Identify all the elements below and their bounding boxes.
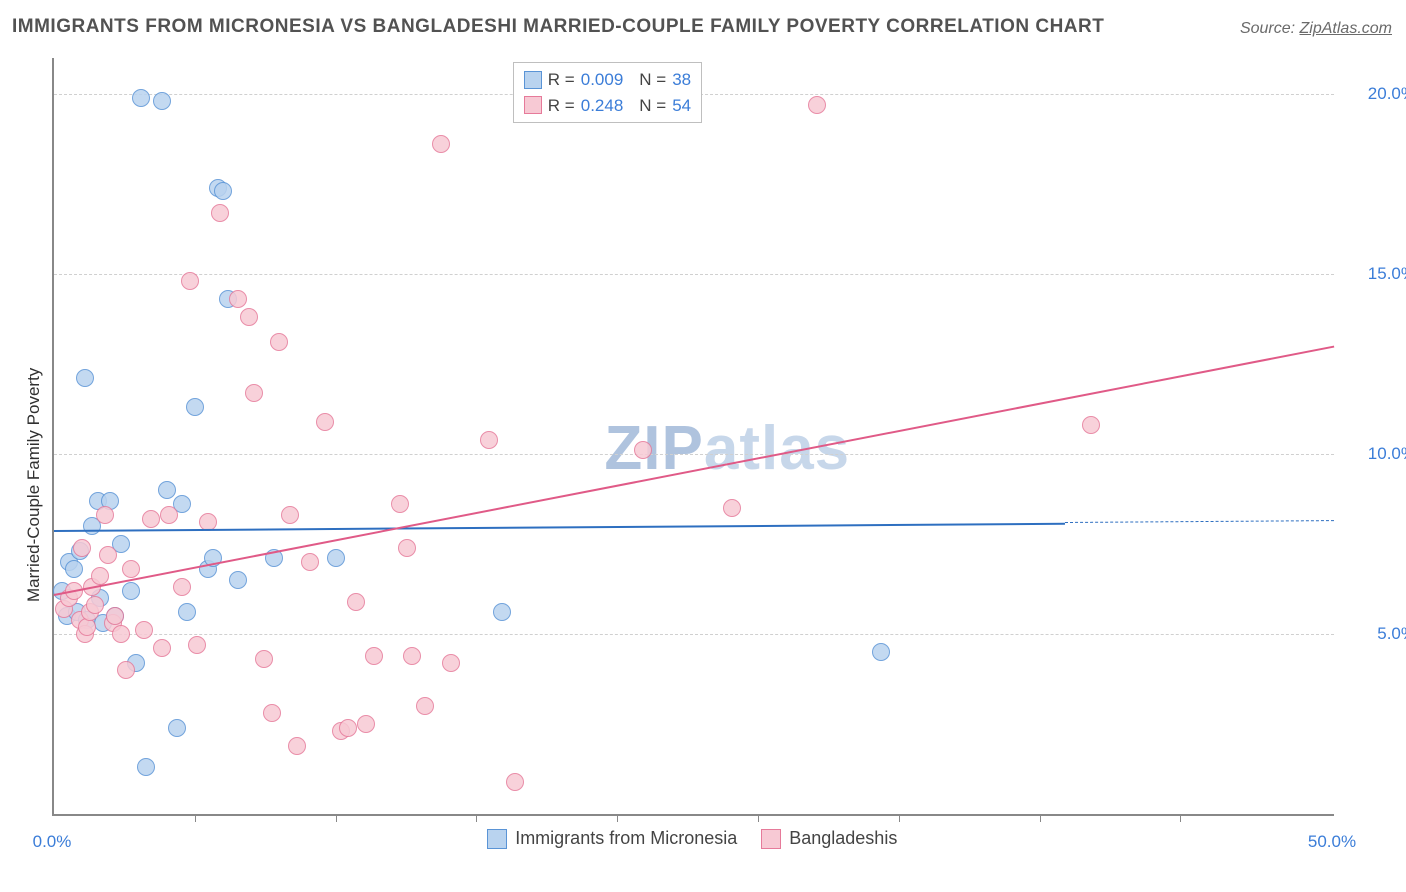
grid-line [54, 454, 1334, 455]
data-point [122, 582, 140, 600]
data-point [229, 571, 247, 589]
data-point [416, 697, 434, 715]
data-point [173, 578, 191, 596]
data-point [117, 661, 135, 679]
data-point [132, 89, 150, 107]
x-tick-label: 0.0% [33, 832, 72, 852]
x-tick-mark [1040, 814, 1041, 822]
data-point [211, 204, 229, 222]
legend-series-item: Bangladeshis [761, 828, 897, 849]
data-point [186, 398, 204, 416]
data-point [493, 603, 511, 621]
data-point [398, 539, 416, 557]
legend-stats: R = 0.009N = 38R = 0.248N = 54 [513, 62, 702, 123]
y-tick-label: 15.0% [1346, 264, 1406, 284]
data-point [86, 596, 104, 614]
legend-swatch [524, 71, 542, 89]
legend-stats-row: R = 0.248N = 54 [524, 93, 691, 119]
x-tick-label: 50.0% [1308, 832, 1356, 852]
data-point [316, 413, 334, 431]
data-point [106, 607, 124, 625]
grid-line [54, 274, 1334, 275]
data-point [634, 441, 652, 459]
y-axis-label: Married-Couple Family Poverty [24, 368, 44, 602]
data-point [245, 384, 263, 402]
data-point [263, 704, 281, 722]
data-point [357, 715, 375, 733]
data-point [153, 92, 171, 110]
data-point [137, 758, 155, 776]
data-point [365, 647, 383, 665]
data-point [214, 182, 232, 200]
data-point [142, 510, 160, 528]
chart-title: IMMIGRANTS FROM MICRONESIA VS BANGLADESH… [12, 16, 1104, 38]
data-point [135, 621, 153, 639]
data-point [1082, 416, 1100, 434]
data-point [168, 719, 186, 737]
data-point [178, 603, 196, 621]
x-tick-mark [758, 814, 759, 822]
x-tick-mark [476, 814, 477, 822]
plot-area: ZIPatlas 5.0%10.0%15.0%20.0% [52, 58, 1334, 816]
x-tick-mark [617, 814, 618, 822]
data-point [281, 506, 299, 524]
data-point [872, 643, 890, 661]
data-point [391, 495, 409, 513]
data-point [73, 539, 91, 557]
data-point [229, 290, 247, 308]
y-tick-label: 20.0% [1346, 84, 1406, 104]
legend-series: Immigrants from Micronesia Bangladeshis [487, 828, 897, 849]
legend-swatch [761, 829, 781, 849]
data-point [506, 773, 524, 791]
x-tick-mark [899, 814, 900, 822]
grid-line [54, 634, 1334, 635]
legend-series-item: Immigrants from Micronesia [487, 828, 737, 849]
data-point [153, 639, 171, 657]
data-point [122, 560, 140, 578]
y-tick-label: 10.0% [1346, 444, 1406, 464]
x-tick-mark [1180, 814, 1181, 822]
data-point [808, 96, 826, 114]
data-point [99, 546, 117, 564]
data-point [347, 593, 365, 611]
trend-line [1065, 520, 1334, 523]
data-point [403, 647, 421, 665]
data-point [255, 650, 273, 668]
legend-swatch [487, 829, 507, 849]
data-point [65, 560, 83, 578]
data-point [288, 737, 306, 755]
data-point [96, 506, 114, 524]
data-point [188, 636, 206, 654]
data-point [240, 308, 258, 326]
legend-series-label: Immigrants from Micronesia [515, 828, 737, 849]
data-point [301, 553, 319, 571]
x-tick-mark [336, 814, 337, 822]
data-point [158, 481, 176, 499]
data-point [327, 549, 345, 567]
data-point [432, 135, 450, 153]
source-link[interactable]: ZipAtlas.com [1300, 20, 1392, 37]
source-label: Source: ZipAtlas.com [1240, 20, 1392, 38]
x-tick-mark [195, 814, 196, 822]
legend-stats-row: R = 0.009N = 38 [524, 67, 691, 93]
y-tick-label: 5.0% [1346, 624, 1406, 644]
data-point [76, 369, 94, 387]
data-point [442, 654, 460, 672]
data-point [480, 431, 498, 449]
legend-swatch [524, 96, 542, 114]
data-point [723, 499, 741, 517]
legend-series-label: Bangladeshis [789, 828, 897, 849]
data-point [181, 272, 199, 290]
data-point [160, 506, 178, 524]
trend-line [54, 346, 1334, 596]
data-point [270, 333, 288, 351]
data-point [339, 719, 357, 737]
data-point [112, 625, 130, 643]
